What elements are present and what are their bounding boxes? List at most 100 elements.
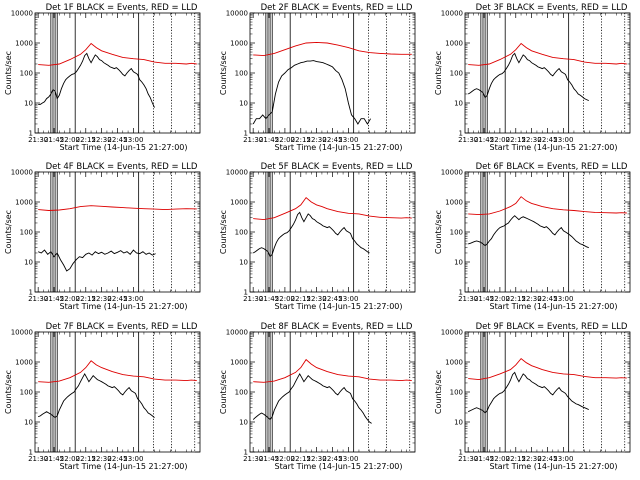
y-tick-label: 1000 bbox=[15, 359, 33, 367]
y-tick-label: 10 bbox=[454, 100, 463, 108]
y-tick-label: 10 bbox=[454, 259, 463, 267]
series-line-events bbox=[38, 372, 155, 419]
y-tick-label: 10 bbox=[239, 259, 248, 267]
series-line-events bbox=[252, 60, 371, 125]
chart-panel-8: Det 8F BLACK = Events, RED = LLD 1 10 100 10… bbox=[219, 322, 416, 471]
plot-frame bbox=[249, 12, 416, 134]
x-tick-label: 21:45 bbox=[259, 136, 279, 144]
x-tick-label: 22:30 bbox=[522, 455, 542, 463]
y-tick-label: 1000 bbox=[15, 199, 33, 207]
plot-area bbox=[252, 172, 412, 292]
plot-frame bbox=[249, 171, 416, 293]
x-tick-label: 23:00 bbox=[123, 455, 143, 463]
x-tick-label: 22:30 bbox=[307, 295, 327, 303]
x-axis-label: Start Time (14-Jun-15 21:27:00) bbox=[60, 462, 188, 471]
y-tick-label: 1 bbox=[244, 130, 248, 138]
x-axis-label: Start Time (14-Jun-15 21:27:00) bbox=[490, 143, 618, 152]
series-line-events bbox=[468, 215, 589, 249]
x-tick-label: 22:15 bbox=[291, 295, 311, 303]
x-tick-label: 22:30 bbox=[522, 136, 542, 144]
series-line-events bbox=[252, 372, 372, 424]
chart-panel-7: Det 7F BLACK = Events, RED = LLD 1 10 100 10… bbox=[4, 322, 201, 471]
x-tick-label: 22:00 bbox=[275, 455, 295, 463]
x-axis-label: Start Time (14-Jun-15 21:27:00) bbox=[490, 302, 618, 311]
chart-panel-1: Det 1F BLACK = Events, RED = LLD 1 10 100 10… bbox=[4, 3, 201, 152]
x-tick-label: 22:30 bbox=[92, 295, 112, 303]
y-axis-label: Counts/sec bbox=[4, 51, 13, 95]
plot-frame bbox=[464, 331, 631, 453]
x-tick-label: 22:30 bbox=[92, 455, 112, 463]
series-line-lld bbox=[38, 360, 197, 383]
y-tick-label: 100 bbox=[450, 70, 463, 78]
x-tick-label: 22:45 bbox=[107, 295, 127, 303]
series-line-lld bbox=[253, 41, 412, 57]
x-axis-label: Start Time (14-Jun-15 21:27:00) bbox=[60, 143, 188, 152]
x-tick-label: 22:00 bbox=[490, 136, 510, 144]
y-axis-label: Counts/sec bbox=[434, 210, 443, 254]
y-tick-label: 1 bbox=[244, 289, 248, 297]
y-tick-label: 1000 bbox=[445, 40, 463, 48]
x-tick-label: 22:15 bbox=[291, 136, 311, 144]
y-tick-label: 10 bbox=[24, 259, 33, 267]
x-tick-label: 22:30 bbox=[307, 136, 327, 144]
series-line-lld bbox=[253, 196, 412, 221]
x-tick-label: 21:30 bbox=[243, 455, 263, 463]
chart-panel-9: Det 9F BLACK = Events, RED = LLD 1 10 100 10… bbox=[434, 322, 631, 471]
x-tick-label: 22:45 bbox=[537, 455, 557, 463]
y-tick-label: 100 bbox=[20, 389, 33, 397]
x-tick-label: 23:00 bbox=[553, 455, 573, 463]
x-axis-label: Start Time (14-Jun-15 21:27:00) bbox=[275, 302, 403, 311]
x-tick-label: 22:30 bbox=[522, 295, 542, 303]
y-axis-label: Counts/sec bbox=[4, 210, 13, 254]
x-tick-label: 22:15 bbox=[76, 455, 96, 463]
x-tick-label: 22:15 bbox=[76, 295, 96, 303]
plot-area bbox=[467, 332, 627, 452]
x-tick-label: 23:00 bbox=[123, 136, 143, 144]
plot-area bbox=[252, 13, 412, 133]
y-tick-label: 100 bbox=[450, 389, 463, 397]
x-tick-label: 21:30 bbox=[28, 455, 48, 463]
plot-area bbox=[467, 13, 627, 133]
y-tick-label: 1 bbox=[29, 449, 33, 457]
y-tick-label: 100 bbox=[235, 229, 248, 237]
x-tick-label: 21:30 bbox=[243, 136, 263, 144]
x-tick-label: 22:30 bbox=[307, 455, 327, 463]
plot-area bbox=[468, 172, 627, 292]
y-tick-label: 10 bbox=[239, 419, 248, 427]
x-tick-label: 22:00 bbox=[490, 455, 510, 463]
y-tick-label: 10 bbox=[454, 419, 463, 427]
chart-title: Det 6F BLACK = Events, RED = LLD bbox=[476, 162, 628, 172]
x-tick-label: 22:45 bbox=[107, 136, 127, 144]
y-tick-label: 100 bbox=[450, 229, 463, 237]
y-axis-label: Counts/sec bbox=[219, 370, 228, 414]
plot-area bbox=[38, 13, 197, 133]
y-tick-label: 1 bbox=[459, 130, 463, 138]
y-tick-label: 1 bbox=[459, 449, 463, 457]
plot-area bbox=[38, 332, 197, 452]
x-tick-label: 22:45 bbox=[107, 455, 127, 463]
x-tick-label: 22:00 bbox=[275, 136, 295, 144]
x-tick-label: 21:30 bbox=[243, 295, 263, 303]
chart-panel-5: Det 5F BLACK = Events, RED = LLD 1 10 100 10… bbox=[219, 162, 416, 311]
y-tick-label: 1000 bbox=[230, 40, 248, 48]
y-tick-label: 10 bbox=[239, 100, 248, 108]
y-tick-label: 1 bbox=[459, 289, 463, 297]
y-tick-label: 100 bbox=[20, 70, 33, 78]
y-tick-label: 1 bbox=[29, 289, 33, 297]
plot-frame bbox=[464, 171, 631, 293]
series-line-events bbox=[38, 249, 156, 272]
series-line-lld bbox=[38, 205, 197, 211]
series-line-events bbox=[467, 52, 589, 102]
y-tick-label: 100 bbox=[235, 70, 248, 78]
x-tick-label: 23:00 bbox=[553, 136, 573, 144]
x-tick-label: 21:45 bbox=[474, 295, 494, 303]
y-tick-label: 10000 bbox=[441, 10, 463, 18]
y-tick-label: 100 bbox=[235, 389, 248, 397]
x-tick-label: 21:45 bbox=[474, 136, 494, 144]
chart-title: Det 2F BLACK = Events, RED = LLD bbox=[261, 3, 413, 13]
y-tick-label: 10000 bbox=[11, 10, 33, 18]
y-tick-label: 10000 bbox=[226, 329, 248, 337]
x-tick-label: 22:15 bbox=[506, 295, 526, 303]
x-tick-label: 21:30 bbox=[28, 136, 48, 144]
